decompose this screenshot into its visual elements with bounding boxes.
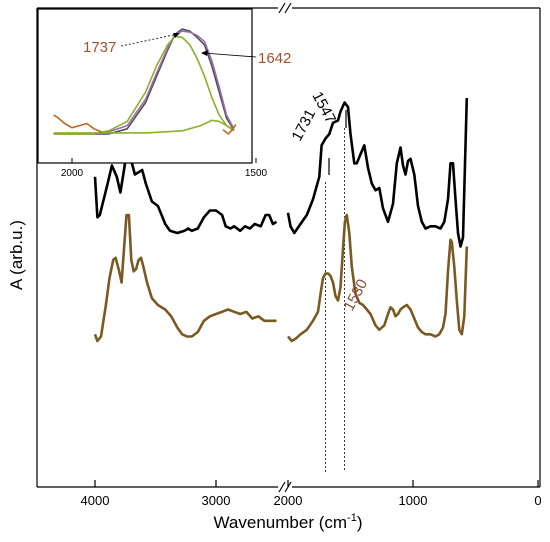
axis-break-top <box>278 2 292 14</box>
main-series-group <box>93 97 469 343</box>
inset-series-line-3 <box>53 35 235 135</box>
x-ticks: 4000 3000 2000 1000 0 <box>81 480 542 508</box>
annotation-label-1731: 1731 <box>289 106 320 143</box>
inset-label-1642: 1642 <box>258 50 291 67</box>
break-slash-4 <box>284 2 292 14</box>
series-line-2 <box>93 213 469 343</box>
inset-annotation-1642: 1642 <box>201 50 291 67</box>
inset-label-1737: 1737 <box>83 39 116 56</box>
inset-arrowhead-1642 <box>201 50 208 56</box>
break-slash-1 <box>278 481 286 493</box>
inset-chart: 2000 1500 1737 1642 <box>37 8 291 179</box>
x-tick-label: 2000 <box>274 493 303 508</box>
inset-series-line-2 <box>53 30 235 135</box>
inset-series-line-4 <box>53 119 235 134</box>
inset-series-line-1 <box>53 28 235 135</box>
inset-arrow-1642 <box>202 52 257 58</box>
inset-series-group <box>53 28 237 135</box>
inset-tick-label: 1500 <box>245 168 268 179</box>
break-gap-top <box>278 2 292 14</box>
x-tick-label: 1000 <box>399 493 428 508</box>
dotted-reference-lines <box>325 128 346 472</box>
inset-annotation-1737: 1737 <box>83 33 180 56</box>
break-slash-3 <box>278 2 286 14</box>
x-axis-title: Wavenumber (cm-1) <box>214 512 363 532</box>
inset-ticks: 2000 1500 <box>61 158 268 179</box>
inset-tick-label: 2000 <box>61 168 84 179</box>
axis-break-bottom <box>278 481 292 493</box>
series-line-1 <box>93 97 469 248</box>
x-tick-label: 3000 <box>202 493 231 508</box>
inset-frame <box>37 8 253 164</box>
inset-arrow-1737 <box>120 33 179 47</box>
x-tick-label: 0 <box>534 493 541 508</box>
inset-series-line-6 <box>222 124 237 135</box>
inset-series-line-5 <box>53 114 102 133</box>
inset-arrowhead-1737 <box>173 33 180 38</box>
x-tick-label: 4000 <box>81 493 110 508</box>
y-axis-title: A (arb.u.) <box>7 220 26 290</box>
